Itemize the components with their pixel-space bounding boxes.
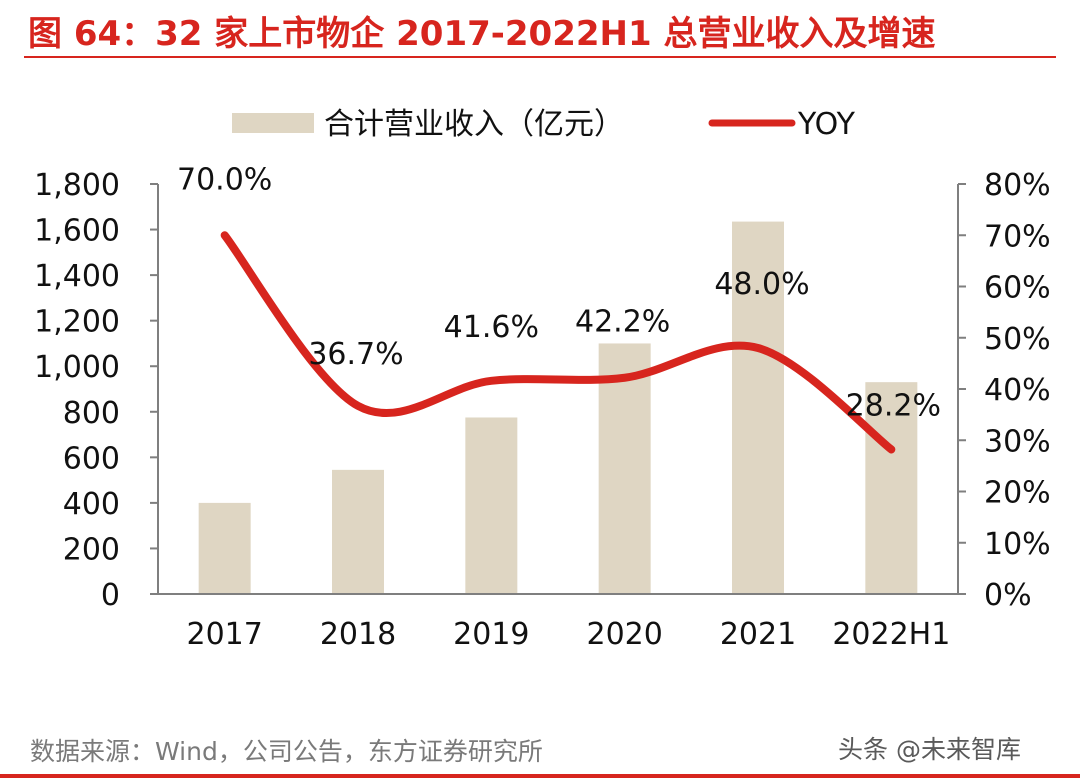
left-tick-label: 1,200: [34, 305, 120, 340]
right-tick-label: 60%: [984, 271, 1051, 306]
right-axis: 0% 10% 20% 30% 40% 50% 60% 70% 80%: [957, 168, 1051, 613]
yoy-data-labels: 70.0% 36.7% 41.6% 42.2% 48.0% 28.2%: [177, 162, 941, 423]
left-axis: 0 200 400 600 800 1,000 1,200 1,400 1,600 1,800: [34, 168, 159, 613]
source-note: 数据来源：Wind，公司公告，东方证券研究所: [30, 737, 543, 766]
right-tick-label: 20%: [984, 476, 1051, 511]
x-label-2017: 2017: [186, 617, 262, 652]
right-tick-label: 10%: [984, 527, 1051, 562]
bar-2021: [732, 221, 784, 595]
x-label-2021: 2021: [720, 617, 796, 652]
left-tick-label: 0: [101, 578, 120, 613]
left-tick-label: 1,600: [34, 214, 120, 249]
bar-2017: [198, 502, 251, 594]
chart-title: 图 64：32 家上市物企 2017-2022H1 总营业收入及增速: [28, 14, 936, 54]
yoy-line: [220, 231, 896, 454]
right-tick-label: 0%: [984, 578, 1032, 613]
right-tick-label: 40%: [984, 373, 1051, 408]
right-tick-label: 80%: [984, 168, 1051, 203]
left-tick-label: 1,800: [34, 168, 120, 203]
yoy-label-2017: 70.0%: [177, 162, 272, 197]
yoy-label-2019: 41.6%: [444, 310, 539, 345]
x-label-2018: 2018: [320, 617, 396, 652]
right-tick-label: 30%: [984, 424, 1051, 459]
legend-bar-swatch: [232, 113, 314, 133]
bar-2019: [465, 417, 518, 594]
x-label-2022H1: 2022H1: [832, 617, 950, 652]
bar-2018: [332, 469, 384, 594]
bar-series: [198, 221, 918, 595]
left-tick-label: 200: [63, 532, 120, 567]
title-divider: [24, 56, 1056, 58]
left-tick-label: 800: [63, 396, 120, 431]
x-label-2019: 2019: [453, 617, 529, 652]
legend: 合计营业收入（亿元） YOY: [232, 107, 856, 142]
x-label-2020: 2020: [586, 617, 662, 652]
bottom-divider: [0, 774, 1080, 778]
right-tick-label: 70%: [984, 219, 1051, 254]
x-axis-labels: 2017 2018 2019 2020 2021 2022H1: [186, 617, 950, 652]
yoy-label-2021: 48.0%: [714, 267, 809, 302]
legend-bar-label: 合计营业收入（亿元）: [324, 107, 624, 142]
bar-2022H1: [865, 382, 918, 594]
left-tick-label: 600: [63, 441, 120, 476]
left-tick-label: 400: [63, 487, 120, 522]
combo-chart: 合计营业收入（亿元） YOY 0 200 400 600 800 1,000 1,200 1,…: [34, 107, 1051, 652]
yoy-label-2022H1: 28.2%: [846, 388, 941, 423]
watermark: 头条 @未来智库: [838, 735, 1021, 764]
yoy-label-2018: 36.7%: [308, 337, 403, 372]
left-tick-label: 1,400: [34, 259, 120, 294]
bar-2020: [598, 343, 651, 594]
legend-line-label: YOY: [797, 107, 856, 142]
right-tick-label: 50%: [984, 322, 1051, 357]
left-tick-label: 1,000: [34, 350, 120, 385]
yoy-label-2020: 42.2%: [575, 305, 670, 340]
